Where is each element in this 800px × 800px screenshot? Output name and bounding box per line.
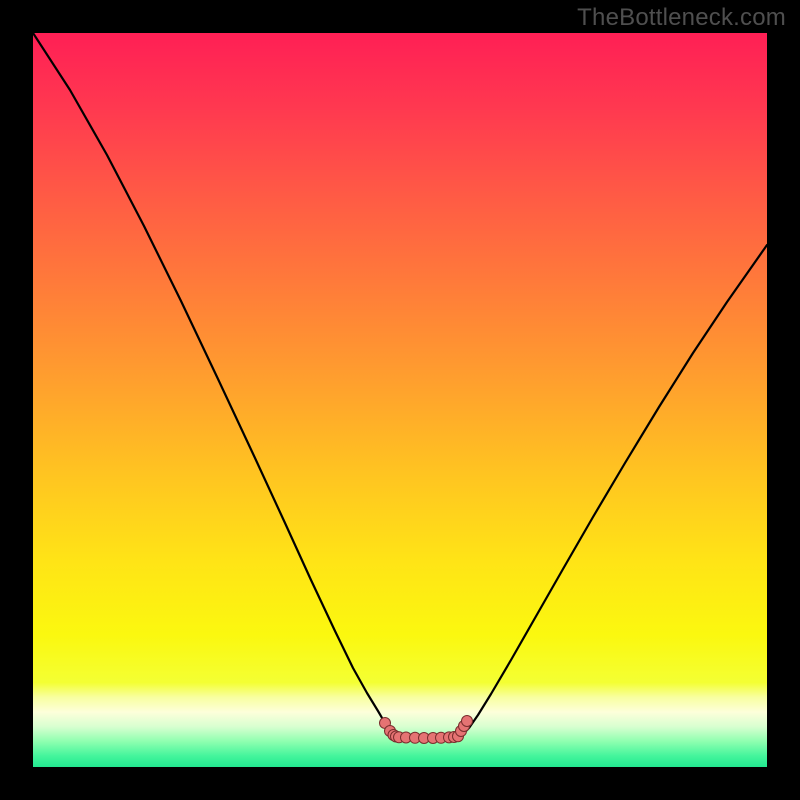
watermark-text: TheBottleneck.com (577, 4, 786, 32)
plot-svg (33, 33, 767, 767)
chart-frame: TheBottleneck.com (0, 0, 800, 800)
gradient-rect (33, 33, 767, 767)
gradient-plot-area (33, 33, 767, 767)
curve-marker (462, 716, 473, 727)
